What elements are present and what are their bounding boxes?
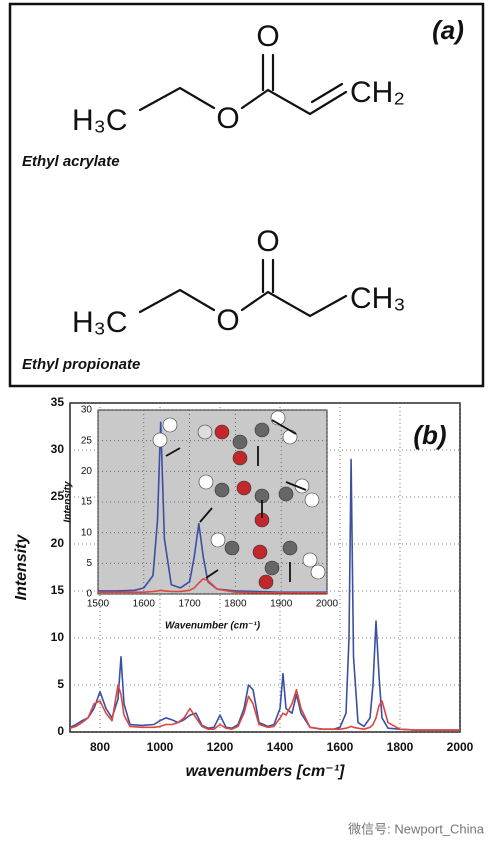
panel-a-frame: [8, 2, 485, 388]
watermark: 微信号: Newport_China: [348, 821, 485, 836]
panel-label: (a): [432, 15, 464, 45]
x-tick-label: 1700: [178, 599, 201, 610]
atom-label: O: [256, 225, 279, 258]
molecule-sketches: [152, 410, 326, 590]
atom-ball: [278, 486, 294, 502]
atom-ball: [254, 422, 270, 438]
atom-label: O: [256, 20, 279, 53]
y-axis-label: Intensity: [63, 481, 74, 523]
atom-ball: [310, 564, 326, 580]
x-tick-label: 1600: [133, 599, 156, 610]
atom-label: O: [216, 304, 239, 337]
atom-ball: [162, 417, 178, 433]
atom-label: CH₂: [350, 76, 405, 109]
y-tick-label: 30: [81, 405, 93, 416]
y-tick-label: 5: [57, 677, 64, 691]
arrow: [165, 447, 181, 457]
atom-ball: [258, 574, 274, 590]
y-tick-label: 15: [51, 583, 65, 597]
x-tick-label: 800: [90, 740, 110, 754]
y-tick-label: 25: [81, 435, 93, 446]
atom-ball: [302, 552, 318, 568]
atom-label: H₃C: [72, 104, 128, 137]
bond: [138, 258, 348, 318]
atom-ball: [210, 532, 226, 548]
atom-ball: [252, 544, 268, 560]
y-tick-label: 35: [51, 395, 65, 409]
atom-ball: [214, 482, 230, 498]
bond: [261, 53, 344, 104]
y-tick-label: 20: [51, 536, 65, 550]
atom-ball: [197, 424, 213, 440]
atom-label: H₃C: [72, 306, 128, 339]
x-tick-label: 1400: [267, 740, 294, 754]
x-tick-label: 1000: [147, 740, 174, 754]
y-tick-label: 0: [86, 589, 92, 600]
atom-ball: [264, 560, 280, 576]
y-tick-label: 10: [81, 527, 93, 538]
spectrum-line: [98, 421, 327, 593]
arrow: [285, 481, 307, 491]
x-tick-label: 1800: [224, 599, 247, 610]
bond: [138, 86, 348, 116]
atom-ball: [232, 450, 248, 466]
x-tick-label: 1600: [327, 740, 354, 754]
atom-ball: [236, 480, 252, 496]
spectrum-line: [69, 684, 460, 731]
atom-ball: [224, 540, 240, 556]
y-tick-label: 0: [57, 724, 64, 738]
y-tick-label: 10: [51, 630, 65, 644]
atom-label: CH₃: [350, 282, 406, 315]
x-tick-label: 1200: [207, 740, 234, 754]
y-tick-label: 25: [51, 489, 65, 503]
y-tick-label: 15: [81, 497, 93, 508]
x-tick-label: 1900: [270, 599, 293, 610]
x-tick-label: 1500: [87, 599, 110, 610]
x-axis-label: Wavenumber (cm⁻¹): [165, 621, 261, 632]
y-tick-label: 30: [51, 442, 65, 456]
molecule-name: Ethyl propionate: [22, 356, 140, 373]
atom-ball: [282, 429, 298, 445]
atom-ball: [214, 424, 230, 440]
atom-ball: [198, 474, 214, 490]
x-tick-label: 1800: [387, 740, 414, 754]
panel-label: (b): [413, 420, 446, 450]
atom-ball: [152, 432, 168, 448]
x-tick-label: 2000: [447, 740, 474, 754]
atom-ball: [304, 492, 320, 508]
atom-ball: [232, 434, 248, 450]
atom-label: O: [216, 102, 239, 135]
y-tick-label: 5: [86, 558, 92, 569]
arrow: [271, 419, 297, 435]
y-tick-label: 20: [81, 466, 93, 477]
x-axis-label: wavenumbers [cm⁻¹]: [186, 763, 345, 780]
atom-ball: [282, 540, 298, 556]
x-tick-label: 2000: [316, 599, 339, 610]
arrow: [199, 507, 213, 523]
y-axis-label: Intensity: [13, 534, 30, 601]
spectrum-line: [69, 458, 460, 731]
molecule-name: Ethyl acrylate: [22, 153, 120, 170]
spectrum-line: [98, 577, 327, 594]
arrow: [205, 569, 219, 579]
